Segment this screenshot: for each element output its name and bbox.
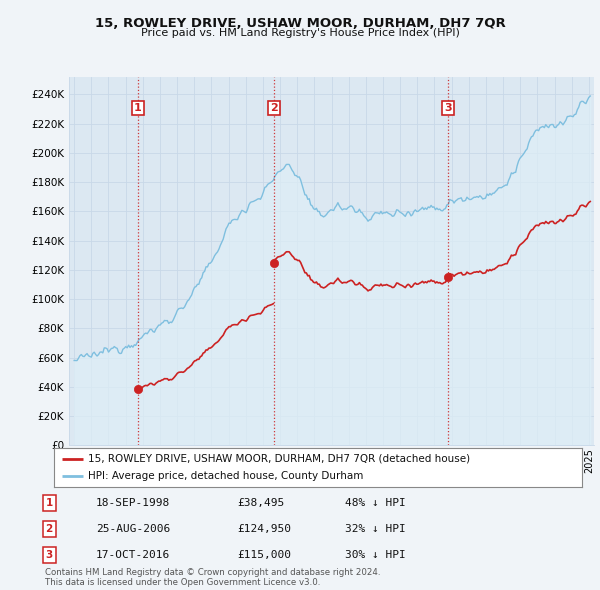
Text: 25-AUG-2006: 25-AUG-2006 xyxy=(96,525,170,534)
Text: 18-SEP-1998: 18-SEP-1998 xyxy=(96,498,170,507)
Text: Price paid vs. HM Land Registry's House Price Index (HPI): Price paid vs. HM Land Registry's House … xyxy=(140,28,460,38)
Text: £38,495: £38,495 xyxy=(237,498,284,507)
Text: 32% ↓ HPI: 32% ↓ HPI xyxy=(345,525,406,534)
Text: 15, ROWLEY DRIVE, USHAW MOOR, DURHAM, DH7 7QR: 15, ROWLEY DRIVE, USHAW MOOR, DURHAM, DH… xyxy=(95,17,505,30)
Text: £115,000: £115,000 xyxy=(237,550,291,560)
Text: 30% ↓ HPI: 30% ↓ HPI xyxy=(345,550,406,560)
Text: Contains HM Land Registry data © Crown copyright and database right 2024.
This d: Contains HM Land Registry data © Crown c… xyxy=(45,568,380,587)
Text: 3: 3 xyxy=(46,550,53,560)
Text: HPI: Average price, detached house, County Durham: HPI: Average price, detached house, Coun… xyxy=(88,471,364,481)
Text: 48% ↓ HPI: 48% ↓ HPI xyxy=(345,498,406,507)
Text: 15, ROWLEY DRIVE, USHAW MOOR, DURHAM, DH7 7QR (detached house): 15, ROWLEY DRIVE, USHAW MOOR, DURHAM, DH… xyxy=(88,454,470,464)
Text: 2: 2 xyxy=(46,525,53,534)
Text: 3: 3 xyxy=(445,103,452,113)
Text: 2: 2 xyxy=(270,103,278,113)
Text: 1: 1 xyxy=(46,498,53,507)
Text: £124,950: £124,950 xyxy=(237,525,291,534)
Text: 1: 1 xyxy=(134,103,142,113)
Text: 17-OCT-2016: 17-OCT-2016 xyxy=(96,550,170,560)
